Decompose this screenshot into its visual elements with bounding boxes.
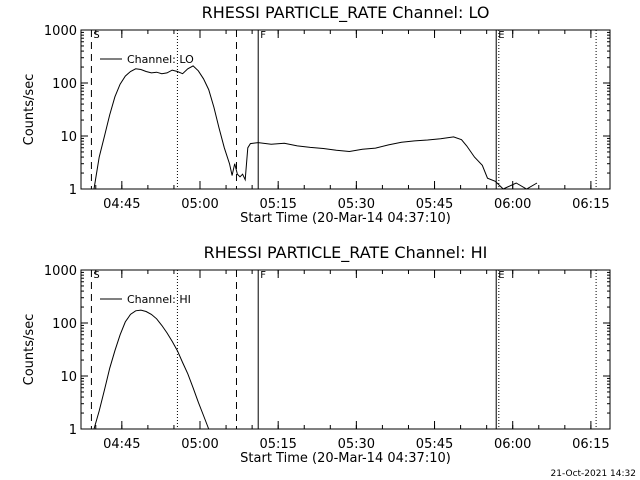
x-tick-label: 05:45 [416, 437, 453, 452]
x-tick-label: 05:45 [416, 197, 453, 212]
x-tick-label: 06:00 [494, 197, 531, 212]
footer-timestamp: 21-Oct-2021 14:32 [551, 469, 636, 479]
legend-label: Channel: HI [127, 293, 191, 306]
y-axis-label: Counts/sec [22, 314, 37, 386]
event-marker-label: E [498, 270, 504, 281]
plot-frame [80, 29, 611, 190]
chart-lo: RHESSI PARTICLE_RATE Channel: LO 1 10 100 10… [22, 3, 611, 226]
y-tick-label: 100 [52, 77, 77, 92]
legend-label: Channel: LO [127, 53, 194, 66]
y-tick-label: 1000 [44, 264, 77, 279]
series-line [93, 65, 538, 190]
x-tick-label: 06:15 [572, 437, 609, 452]
event-marker-label: S [93, 30, 99, 41]
y-tick-label: 1 [69, 423, 77, 438]
chart-hi: RHESSI PARTICLE_RATE Channel: HI 1 10 100 10… [22, 243, 611, 466]
x-tick-label: 05:00 [181, 437, 218, 452]
x-tick-label: 05:15 [259, 197, 296, 212]
x-tick-label: 06:15 [572, 197, 609, 212]
y-tick-label: 10 [60, 370, 77, 385]
y-tick-label: 1000 [44, 24, 77, 39]
series-line [93, 309, 210, 430]
chart-title: RHESSI PARTICLE_RATE Channel: LO [202, 3, 490, 23]
y-tick-label: 1 [69, 183, 77, 198]
x-tick-label: 06:00 [494, 437, 531, 452]
x-tick-label: 05:30 [338, 437, 375, 452]
y-tick-label: 10 [60, 130, 77, 145]
x-axis-label: Start Time (20-Mar-14 04:37:10) [240, 451, 451, 466]
event-marker-label: E [498, 30, 504, 41]
event-marker-label: F [260, 30, 266, 41]
x-tick-label: 05:30 [338, 197, 375, 212]
x-tick-label: 04:45 [103, 197, 140, 212]
y-tick-label: 100 [52, 317, 77, 332]
x-axis-label: Start Time (20-Mar-14 04:37:10) [240, 211, 451, 226]
plot-frame [80, 269, 611, 430]
event-marker-label: S [93, 270, 99, 281]
chart-title: RHESSI PARTICLE_RATE Channel: HI [204, 243, 488, 263]
y-axis-label: Counts/sec [22, 74, 37, 146]
x-tick-label: 04:45 [103, 437, 140, 452]
event-marker-label: F [260, 270, 266, 281]
x-tick-label: 05:15 [259, 437, 296, 452]
x-tick-label: 05:00 [181, 197, 218, 212]
